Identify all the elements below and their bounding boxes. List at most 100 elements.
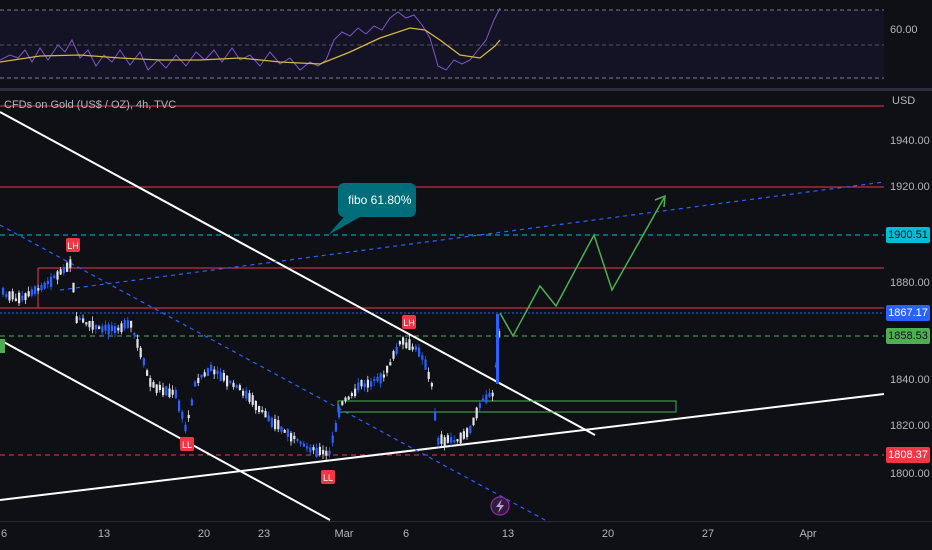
candle-body xyxy=(50,276,53,288)
date-tick-mar13: 13 xyxy=(501,528,515,540)
lower-trendline xyxy=(0,339,331,521)
candle-body xyxy=(27,291,30,297)
candle-body xyxy=(120,323,123,333)
candle-body xyxy=(424,359,427,370)
candle-body xyxy=(494,364,497,368)
candle-body xyxy=(328,450,331,455)
candle-body xyxy=(270,417,273,427)
candle-body xyxy=(395,346,398,354)
candle-body xyxy=(133,332,136,336)
svg-text:LH: LH xyxy=(67,241,79,251)
candle-body xyxy=(85,322,88,325)
date-tick-mar27: 27 xyxy=(701,528,715,540)
candle-body xyxy=(107,324,110,335)
candle-body xyxy=(210,364,213,372)
candle-body xyxy=(69,259,72,268)
price-tick-1840: 1840.00 xyxy=(890,374,930,386)
candle-body xyxy=(459,432,462,444)
candle-body xyxy=(200,375,203,378)
candle-body xyxy=(235,385,238,388)
candle-body xyxy=(178,400,181,412)
candle-body xyxy=(203,372,206,377)
swing-label-lh-1: LH xyxy=(66,238,80,252)
candle-body xyxy=(146,370,149,376)
time-axis-border xyxy=(0,521,932,522)
candle-body xyxy=(360,379,363,387)
candle-body xyxy=(338,406,341,418)
candle-body xyxy=(197,377,200,384)
svg-text:LH: LH xyxy=(403,318,415,328)
edge-marker xyxy=(0,339,5,353)
swing-label-ll-1: LL xyxy=(180,437,194,451)
candle-body xyxy=(354,388,357,397)
candle-body xyxy=(82,318,85,323)
candle-body xyxy=(366,379,369,388)
candle-body xyxy=(370,381,373,387)
candle-body xyxy=(296,439,299,442)
candle-body xyxy=(462,431,465,439)
pane-divider[interactable] xyxy=(0,88,932,91)
candle-body xyxy=(43,282,46,289)
candle-body xyxy=(34,286,37,295)
candle-body xyxy=(482,398,485,402)
svg-text:LL: LL xyxy=(323,473,333,483)
candle-body xyxy=(466,428,469,438)
candle-body xyxy=(283,430,286,433)
candle-body xyxy=(158,384,161,390)
candle-body xyxy=(306,446,309,449)
candle-body xyxy=(24,293,27,301)
candle-body xyxy=(261,410,264,413)
price-tick-1940: 1940.00 xyxy=(890,135,930,147)
candle-body xyxy=(331,435,334,443)
candle-body xyxy=(171,389,174,395)
blue-dashed-up xyxy=(59,181,885,291)
candlesticks xyxy=(2,256,501,461)
candle-body xyxy=(155,384,158,393)
upper-trendline xyxy=(0,111,596,436)
rsi-level-label: 60.00 xyxy=(890,24,918,36)
candle-body xyxy=(258,405,261,413)
candle-body xyxy=(440,434,443,444)
candle-body xyxy=(491,392,494,397)
candle-body xyxy=(190,399,193,406)
candle-body xyxy=(21,295,24,301)
candle-body xyxy=(174,389,177,399)
candle-body xyxy=(149,378,152,387)
date-tick-feb13: 13 xyxy=(97,528,111,540)
candle-body xyxy=(114,326,117,334)
candle-body xyxy=(382,374,385,378)
swing-label-lh-2: LH xyxy=(402,315,416,329)
candle-body xyxy=(165,386,168,396)
fibo-callout[interactable]: fibo 61.80% xyxy=(328,183,416,235)
candle-body xyxy=(267,415,270,422)
rsi-ma-line xyxy=(0,27,501,65)
candle-body xyxy=(478,403,481,408)
candle-body xyxy=(213,369,216,375)
candle-body xyxy=(8,291,11,301)
date-tick-mar20: 20 xyxy=(601,528,615,540)
candle-body xyxy=(168,388,171,397)
price-pane: fibo 61.80% LH LH LL LL xyxy=(0,92,932,522)
candle-body xyxy=(299,441,302,444)
candle-body xyxy=(472,417,475,426)
svg-text:LL: LL xyxy=(182,440,192,450)
candle-body xyxy=(469,426,472,433)
candle-body xyxy=(418,347,421,357)
candle-body xyxy=(162,387,165,396)
candle-body xyxy=(427,371,430,380)
rising-trendline xyxy=(0,393,885,501)
lightning-icon[interactable] xyxy=(490,496,510,516)
candle-body xyxy=(18,292,21,304)
candle-body xyxy=(66,262,69,272)
price-label-low: 1808.37 xyxy=(886,447,930,463)
candle-body xyxy=(315,447,318,457)
candle-body xyxy=(110,325,113,332)
candle-body xyxy=(411,346,414,350)
price-tick-1820: 1820.00 xyxy=(890,420,930,432)
candle-body xyxy=(373,379,376,382)
candle-body xyxy=(498,330,501,338)
candle-body xyxy=(142,358,145,366)
candle-body xyxy=(117,327,120,331)
candle-body xyxy=(293,435,296,439)
